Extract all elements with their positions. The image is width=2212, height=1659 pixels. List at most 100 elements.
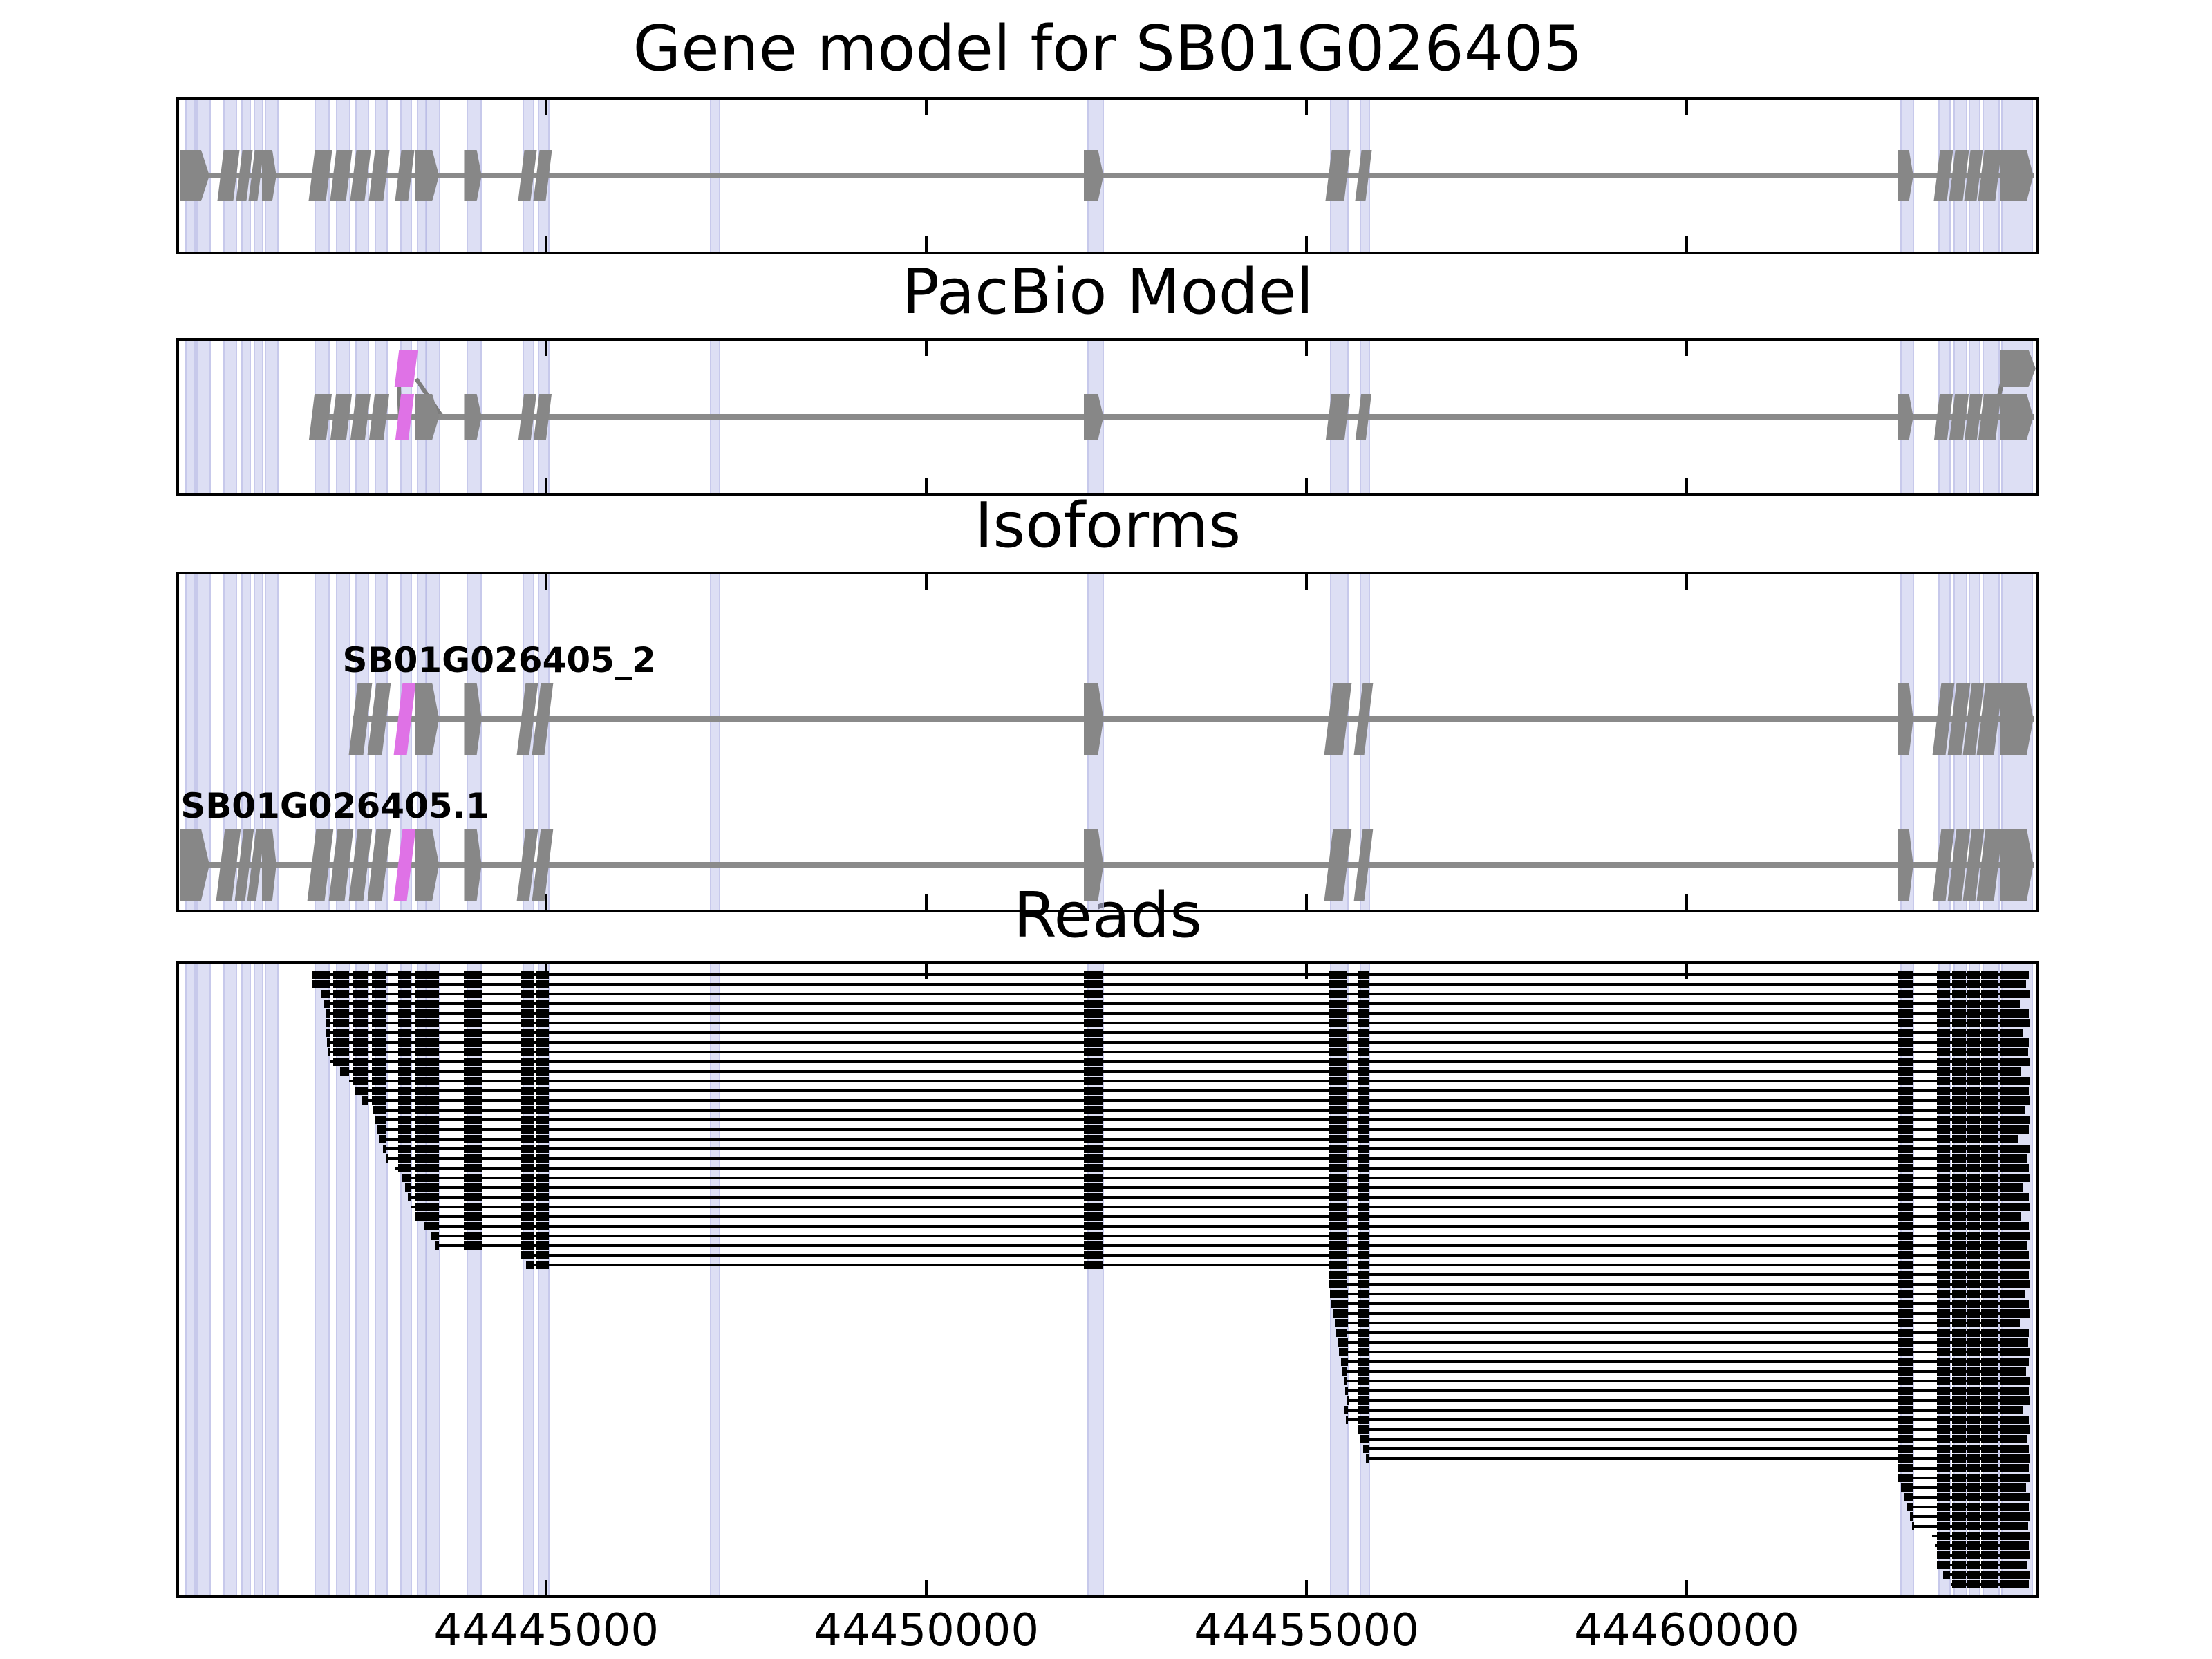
read-row xyxy=(179,964,2036,1595)
read-row xyxy=(179,964,2036,1595)
read-exon-block xyxy=(2000,1532,2030,1540)
read-exon-block xyxy=(1951,1077,1966,1085)
read-exon-block xyxy=(1897,1212,1913,1221)
read-exon-block xyxy=(353,1029,368,1037)
read-exon-block xyxy=(1951,1019,1966,1027)
read-exon-block xyxy=(353,1048,368,1056)
read-exon-block xyxy=(2000,1377,2030,1385)
read-exon-block xyxy=(1936,1416,1950,1424)
exon-region-stripe xyxy=(355,964,369,1595)
read-exon-block xyxy=(361,1096,368,1105)
read-exon-block xyxy=(1897,1348,1913,1356)
read-exon-block xyxy=(1358,1280,1369,1288)
read-exon-block xyxy=(1897,1387,1913,1395)
read-intron-line xyxy=(1330,1293,2025,1295)
panel-title-isoforms: Isoforms xyxy=(974,489,1241,562)
read-intron-line xyxy=(329,1060,2030,1063)
read-exon-block xyxy=(1951,1367,1966,1376)
read-exon-block xyxy=(2000,1512,2031,1521)
read-exon-block xyxy=(1951,1435,1966,1443)
read-exon-block xyxy=(1936,1532,1950,1540)
x-axis-tick-label: 44460000 xyxy=(1574,1605,1799,1656)
read-exon-block xyxy=(1980,1348,1998,1356)
read-exon-block xyxy=(1951,980,1966,988)
read-exon-block xyxy=(1329,1222,1348,1230)
read-exon-block xyxy=(536,1087,549,1095)
read-exon-block xyxy=(2000,1358,2029,1366)
read-exon-block xyxy=(1083,1193,1104,1201)
read-exon-block xyxy=(2000,1232,2030,1240)
read-exon-block xyxy=(464,1096,482,1105)
read-exon-block xyxy=(2000,1009,2029,1018)
read-exon-block xyxy=(1083,1164,1104,1172)
read-exon-block xyxy=(1897,1096,1913,1105)
axis-tick-mark xyxy=(545,100,548,115)
read-exon-block xyxy=(372,1019,387,1027)
read-exon-block xyxy=(1951,1551,1966,1559)
read-exon-block xyxy=(464,1232,482,1240)
read-intron-line xyxy=(521,1254,2029,1257)
read-exon-block xyxy=(1967,1203,1980,1211)
read-intron-line xyxy=(1331,1302,2029,1305)
read-exon-block xyxy=(1083,1116,1104,1124)
read-row xyxy=(179,964,2036,1595)
read-exon-block xyxy=(1358,1096,1369,1105)
read-exon-block xyxy=(1951,1164,1966,1172)
read-row xyxy=(179,964,2036,1595)
read-exon-block xyxy=(1936,1454,1950,1463)
read-exon-block xyxy=(1951,1329,1966,1337)
read-exon-block xyxy=(414,1116,440,1124)
read-exon-block xyxy=(1980,1532,1998,1540)
read-exon-block xyxy=(464,1154,482,1163)
read-exon-block xyxy=(1936,1329,1950,1337)
read-intron-line xyxy=(1329,1273,2029,1276)
read-exon-block xyxy=(1333,1309,1348,1318)
read-exon-block xyxy=(1936,1367,1950,1376)
read-exon-block xyxy=(464,1183,482,1192)
read-intron-line xyxy=(312,973,2029,976)
read-exon-block xyxy=(1936,1019,1950,1027)
read-intron-line xyxy=(1360,1438,2027,1441)
read-exon-block xyxy=(1951,1541,1966,1550)
read-exon-block xyxy=(1951,1464,1966,1472)
read-exon-block xyxy=(1951,1174,1966,1182)
exon xyxy=(2000,829,2034,901)
read-exon-block xyxy=(2000,1154,2027,1163)
read-exon-block xyxy=(1967,1474,1980,1482)
read-exon-block xyxy=(2000,980,2026,988)
axis-tick-mark xyxy=(925,574,928,590)
read-exon-block xyxy=(1980,1541,1998,1550)
read-exon-block xyxy=(1936,1561,1950,1569)
read-exon-block xyxy=(1980,1512,1998,1521)
read-row xyxy=(179,964,2036,1595)
read-intron-line xyxy=(1329,1283,2031,1286)
read-exon-block xyxy=(2000,971,2029,979)
read-exon-block xyxy=(397,1000,411,1008)
exon xyxy=(261,829,276,901)
read-exon-block xyxy=(1358,1222,1369,1230)
intron-line xyxy=(353,716,2034,722)
exon-region-stripe xyxy=(253,964,263,1595)
read-exon-block xyxy=(464,990,482,998)
read-row xyxy=(179,964,2036,1595)
read-exon-block xyxy=(521,1241,534,1250)
read-exon-block xyxy=(1980,1125,1998,1134)
read-exon-block xyxy=(521,1048,534,1056)
read-exon-block xyxy=(1897,1416,1913,1424)
read-exon-block xyxy=(2000,1406,2024,1414)
read-exon-block xyxy=(1936,1087,1950,1095)
read-exon-block xyxy=(1936,1348,1950,1356)
read-exon-block xyxy=(464,1164,482,1172)
read-exon-block xyxy=(2000,1483,2026,1492)
read-exon-block xyxy=(1329,1135,1348,1143)
read-exon-block xyxy=(1936,1174,1950,1182)
read-exon-block xyxy=(1980,1038,1998,1047)
read-exon-block xyxy=(2000,1077,2030,1085)
axis-tick-mark xyxy=(1685,100,1689,115)
read-exon-block xyxy=(397,1145,411,1153)
read-exon-block xyxy=(1358,1212,1369,1221)
read-exon-block xyxy=(1967,1445,1980,1453)
read-row xyxy=(179,964,2036,1595)
read-exon-block xyxy=(1329,1261,1348,1269)
read-intron-line xyxy=(355,1089,2029,1092)
